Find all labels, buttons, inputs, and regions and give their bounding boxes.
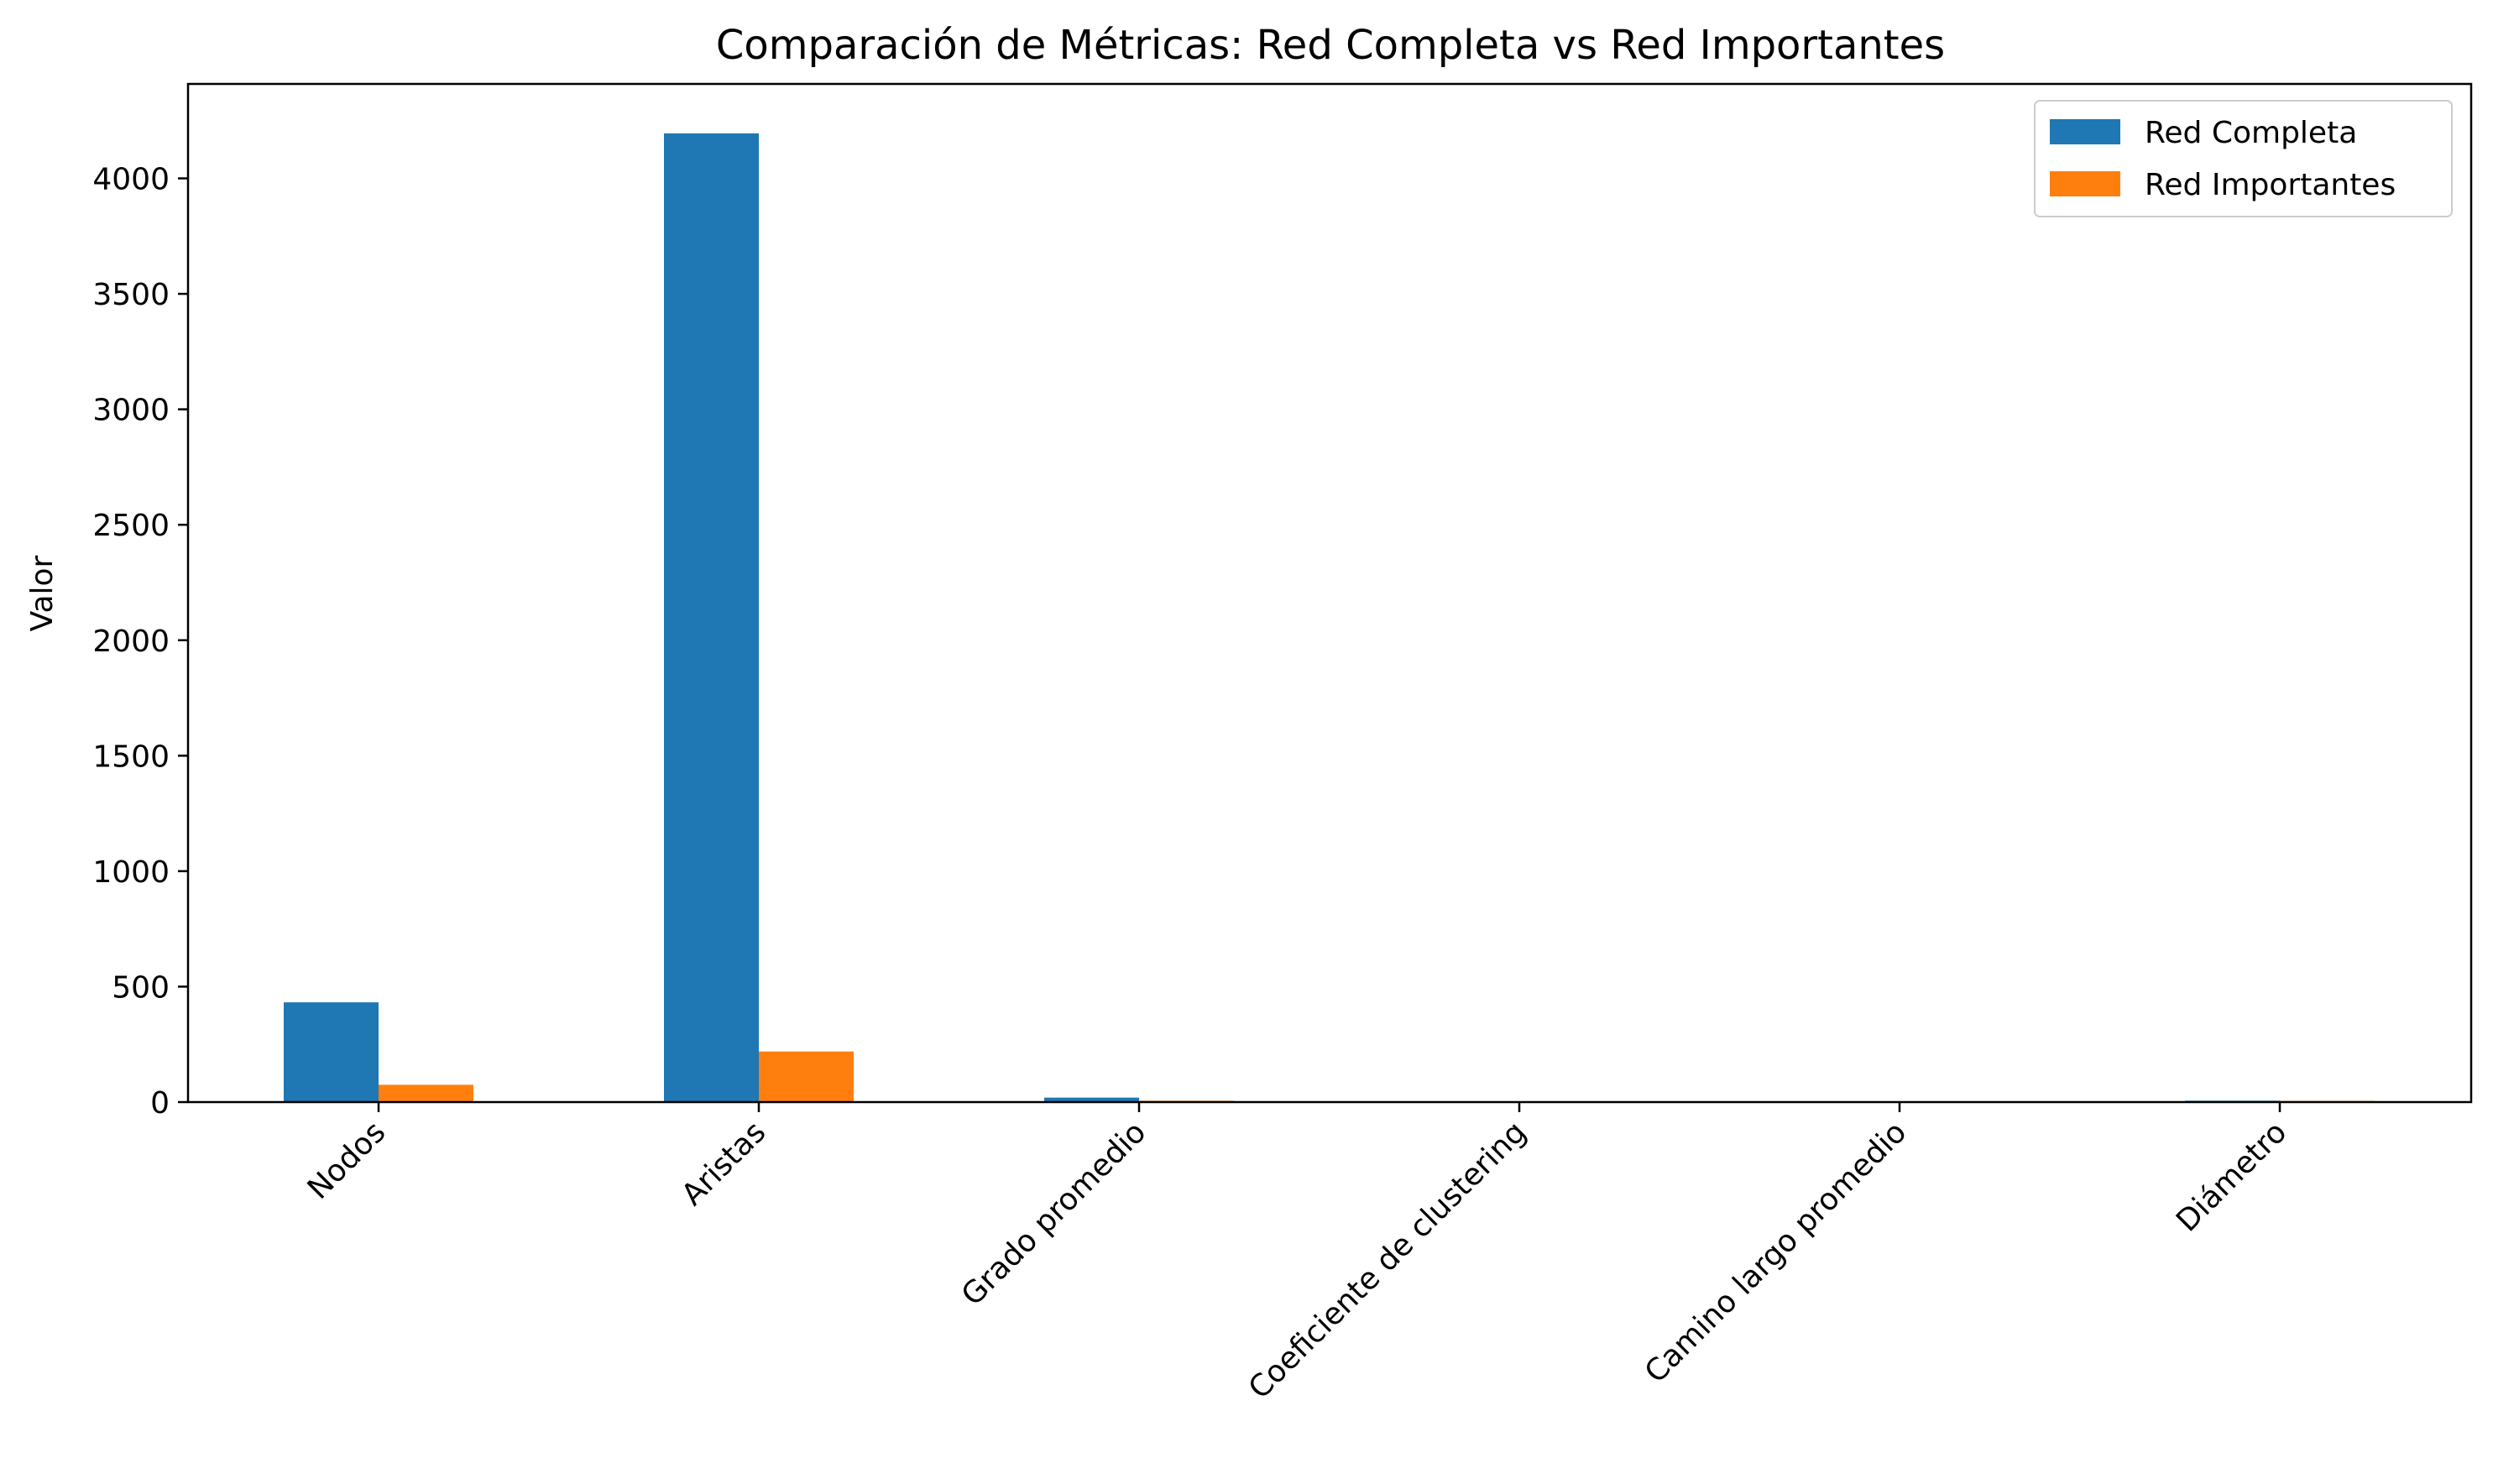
y-tick-label: 0 — [150, 1086, 170, 1121]
y-tick-label: 3000 — [92, 394, 170, 428]
y-tick-label: 500 — [112, 970, 170, 1005]
legend-box — [2034, 100, 2453, 217]
legend-label-red-completa: Red Completa — [2145, 116, 2357, 150]
bar-red-completa-nodos — [284, 1002, 379, 1102]
y-tick-label: 1000 — [92, 855, 170, 890]
bar-red-importantes-nodos — [379, 1084, 473, 1102]
plot-area-frame — [186, 82, 2473, 1104]
y-tick-label: 3500 — [92, 278, 170, 312]
legend-swatch-red-importantes — [2050, 171, 2120, 196]
bar-red-importantes-aristas — [759, 1051, 854, 1102]
y-axis-label: Valor — [25, 555, 60, 631]
y-axis-ticks: 0 500 1000 1500 2000 2500 3000 3500 4000 — [92, 163, 188, 1121]
legend-label-red-importantes: Red Importantes — [2145, 168, 2396, 202]
y-tick-label: 2500 — [92, 509, 170, 543]
legend: Red Completa Red Importantes — [2034, 100, 2453, 217]
bars-layer — [284, 133, 2375, 1102]
chart-title: Comparación de Métricas: Red Completa vs… — [716, 22, 1945, 69]
bar-red-completa-aristas — [664, 133, 759, 1102]
legend-swatch-red-completa — [2050, 119, 2120, 144]
y-tick-label: 2000 — [92, 624, 170, 659]
bar-red-completa-grado-promedio — [1044, 1097, 1139, 1102]
y-tick-label: 1500 — [92, 739, 170, 774]
y-tick-label: 4000 — [92, 163, 170, 197]
